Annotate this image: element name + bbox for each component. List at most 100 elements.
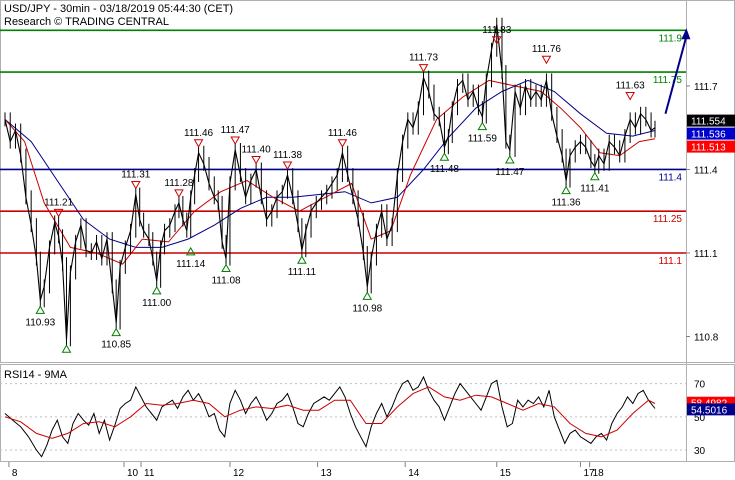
swing-low-marker-3 [151,285,162,295]
swing-high-marker-11 [625,91,636,101]
swing-high-marker-10 [541,55,552,65]
swing-high-marker-6 [282,161,293,171]
chart-symbol-line: USD/JPY - 30min - 03/18/2019 05:44:30 (C… [4,3,233,15]
fast-ma-line [4,79,656,265]
price-badges: 111.554 111.536 111.513 [687,114,735,154]
swing-high-label-11: 111.63 [616,80,646,91]
swing-high-label-5: 111.40 [242,144,272,155]
level-label-0: 111.9 [658,33,682,44]
swing-high-label-0: 111.21 [44,197,74,208]
price-tick-label-3: 110.8 [694,333,719,344]
swing-low-label-2: 110.85 [101,340,131,351]
swing-high-marker-5 [251,155,261,165]
price-panel-frame [0,0,735,363]
price-badge-label-last: 111.554 [691,117,726,128]
swing-high-marker-3 [193,139,204,148]
swing-high-marker-1 [130,181,141,190]
rsi-badge-label-rsi: 54.5016 [691,405,728,416]
swing-high-label-10: 111.76 [532,44,562,55]
price-series [4,17,656,347]
price-tick-label-1: 111.4 [694,165,718,176]
time-tick-label-2: 11 [144,468,155,479]
swing-low-marker-4 [185,246,196,256]
swing-high-label-1: 111.31 [121,170,151,181]
swing-low-marker-9 [477,121,488,131]
time-tick-label-6: 15 [500,468,512,479]
time-tick-label-4: 13 [321,468,333,479]
rsi-ma-line [4,386,656,439]
forecast-arrow [664,28,691,115]
rsi-badge-rsi [687,403,735,416]
swing-high-label-4: 111.47 [221,125,251,136]
swing-low-label-11: 111.36 [552,198,582,209]
swing-low-marker-7 [362,291,373,300]
price-close-line [4,24,656,340]
swing-high-marker-4 [230,136,241,145]
price-badge-fast [687,140,735,153]
price-badge-label-fast: 111.513 [691,143,726,154]
swing-low-label-0: 110.93 [25,317,55,328]
rsi-tick-label-0: 70 [694,380,706,391]
swing-high-marker-7 [337,139,348,148]
rsi-line [4,375,656,458]
rsi-panel-frame [0,364,735,462]
time-tick-label-7: 17 [583,468,595,479]
swing-high-marker-0 [53,208,64,218]
swing-high-marker-8 [418,64,429,73]
swing-low-label-4: 111.14 [176,259,206,270]
swing-low-marker-10 [504,154,515,164]
time-tick-label-0: 8 [12,468,18,479]
price-badge-last [687,114,735,127]
swing-low-marker-5 [221,263,231,273]
rsi-axis-ticks: 70 50 30 [694,380,706,457]
price-badge-label-slow: 111.536 [691,130,726,141]
swing-high-label-2: 111.28 [164,178,194,189]
time-tick-label-1: 10 [127,468,139,479]
swing-low-label-8: 111.48 [430,164,460,175]
price-tick-label-0: 111.7 [694,82,718,93]
rsi-title: RSI14 - 9MA [4,369,68,381]
swing-low-label-9: 111.59 [468,134,498,145]
swing-low-marker-12 [589,171,600,181]
swing-high-label-9: 111.83 [482,25,512,36]
swing-low-label-12: 111.41 [580,184,610,195]
swing-high-label-6: 111.38 [273,150,303,161]
rsi-tick-label-1: 50 [694,413,706,424]
swing-low-label-10: 111.47 [495,167,525,178]
time-tick-label-5: 14 [408,468,420,479]
price-badge-slow [687,127,735,140]
swing-low-marker-2 [111,327,122,337]
swing-high-label-8: 111.73 [409,53,439,64]
time-tick-label-3: 12 [233,468,245,479]
swing-high-marker-9 [491,36,502,45]
price-tick-label-2: 111.1 [694,249,718,260]
swing-low-label-7: 110.98 [352,303,382,314]
swing-low-marker-0 [35,305,46,314]
swing-high-label-3: 111.46 [184,128,214,139]
rsi-lines [0,375,686,458]
swing-high-marker-2 [174,189,184,198]
level-lines: 111.9 111.75 111.4 111.25 111.1 [0,29,686,267]
swing-low-marker-8 [439,152,450,161]
level-label-3: 111.25 [653,214,683,225]
swing-high-label-7: 111.46 [328,128,358,139]
swing-low-marker-6 [297,255,307,264]
forecast-arrow-head [681,28,691,40]
price-axis-ticks: 111.7 111.4 111.1 110.8 [686,82,719,344]
level-label-2: 111.4 [658,172,682,183]
swing-low-label-3: 111.00 [142,298,172,309]
fast-moving-average [4,79,656,265]
level-label-1: 111.75 [653,75,683,86]
chart-source-line: Research © TRADING CENTRAL [4,16,169,28]
swing-low-marker-1 [61,344,72,353]
rsi-tick-label-2: 30 [694,446,706,457]
level-label-4: 111.1 [658,256,682,267]
swing-low-marker-11 [561,185,571,195]
swing-low-label-6: 111.11 [288,267,317,278]
swing-low-label-5: 111.08 [211,276,241,287]
rsi-badges: 58.498254.5016 [687,396,735,416]
time-tick-label-8: 18 [593,468,605,479]
